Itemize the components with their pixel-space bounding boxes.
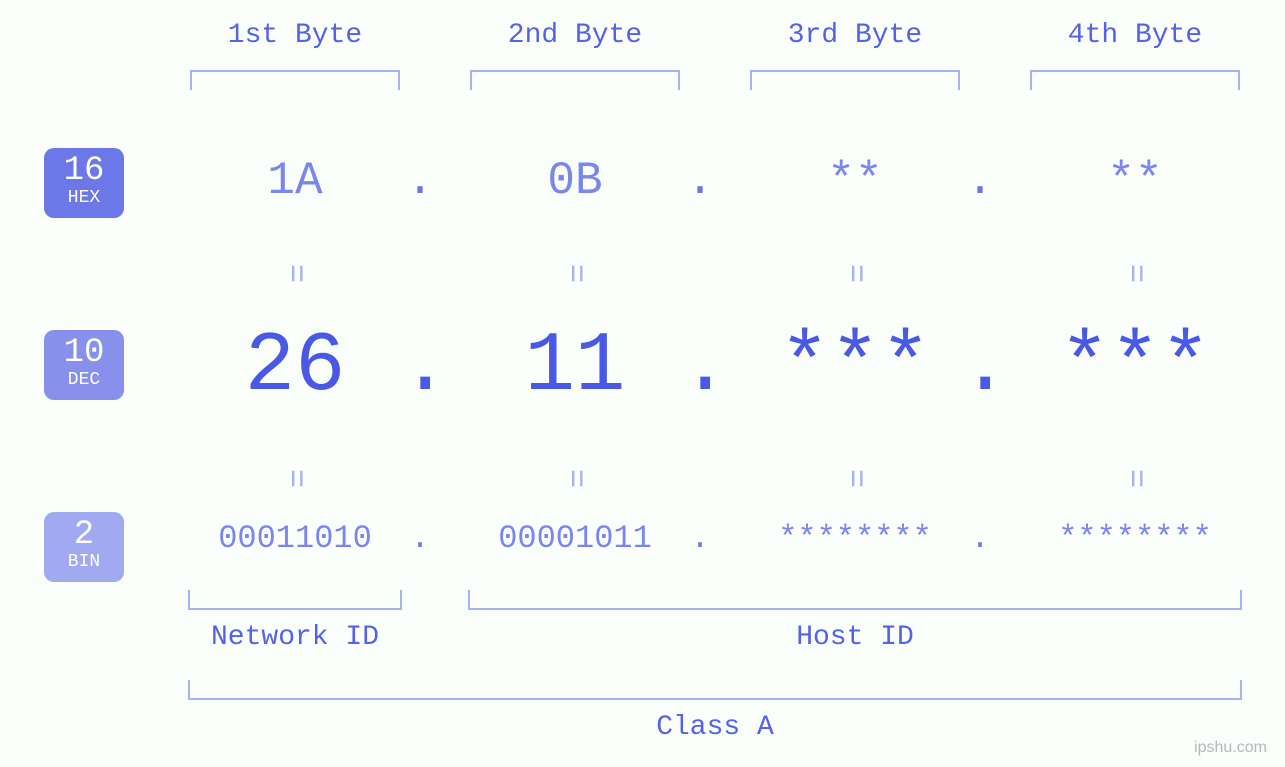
eq-1-3: =	[837, 254, 874, 294]
eq-1-4: =	[1117, 254, 1154, 294]
bracket-top-1	[190, 70, 400, 90]
bin-byte-3: ********	[750, 520, 960, 557]
bracket-class	[188, 680, 1242, 700]
eq-1-2: =	[557, 254, 594, 294]
badge-dec-label: DEC	[44, 370, 124, 392]
bin-dot-2: .	[680, 520, 720, 557]
hex-byte-1: 1A	[190, 155, 400, 207]
eq-1-1: =	[277, 254, 314, 294]
hex-byte-2: 0B	[470, 155, 680, 207]
label-network: Network ID	[190, 622, 400, 653]
dec-byte-4: ***	[1030, 320, 1240, 415]
bin-byte-2: 00001011	[470, 520, 680, 557]
badge-hex-num: 16	[44, 154, 124, 188]
badge-bin-num: 2	[44, 518, 124, 552]
badge-bin: 2 BIN	[44, 512, 124, 582]
bracket-top-3	[750, 70, 960, 90]
bracket-top-4	[1030, 70, 1240, 90]
label-host: Host ID	[468, 622, 1242, 653]
badge-hex: 16 HEX	[44, 148, 124, 218]
dec-dot-1: .	[400, 320, 440, 415]
bracket-host	[468, 590, 1242, 610]
label-class: Class A	[188, 712, 1242, 743]
bracket-top-2	[470, 70, 680, 90]
eq-2-2: =	[557, 459, 594, 499]
eq-2-3: =	[837, 459, 874, 499]
hex-dot-3: .	[960, 155, 1000, 207]
badge-hex-label: HEX	[44, 188, 124, 210]
dec-dot-3: .	[960, 320, 1000, 415]
bin-byte-1: 00011010	[190, 520, 400, 557]
ip-diagram: 1st Byte 2nd Byte 3rd Byte 4th Byte 16 H…	[0, 0, 1285, 767]
dec-byte-1: 26	[190, 320, 400, 415]
bin-byte-4: ********	[1030, 520, 1240, 557]
eq-2-1: =	[277, 459, 314, 499]
dec-dot-2: .	[680, 320, 720, 415]
hex-dot-1: .	[400, 155, 440, 207]
badge-bin-label: BIN	[44, 552, 124, 574]
badge-dec: 10 DEC	[44, 330, 124, 400]
watermark: ipshu.com	[1194, 739, 1267, 757]
header-byte-4: 4th Byte	[1035, 20, 1235, 51]
bracket-network	[188, 590, 402, 610]
header-byte-2: 2nd Byte	[475, 20, 675, 51]
hex-byte-3: **	[750, 155, 960, 207]
hex-byte-4: **	[1030, 155, 1240, 207]
header-byte-3: 3rd Byte	[755, 20, 955, 51]
badge-dec-num: 10	[44, 336, 124, 370]
dec-byte-3: ***	[750, 320, 960, 415]
header-byte-1: 1st Byte	[195, 20, 395, 51]
bin-dot-3: .	[960, 520, 1000, 557]
bin-dot-1: .	[400, 520, 440, 557]
dec-byte-2: 11	[470, 320, 680, 415]
hex-dot-2: .	[680, 155, 720, 207]
eq-2-4: =	[1117, 459, 1154, 499]
